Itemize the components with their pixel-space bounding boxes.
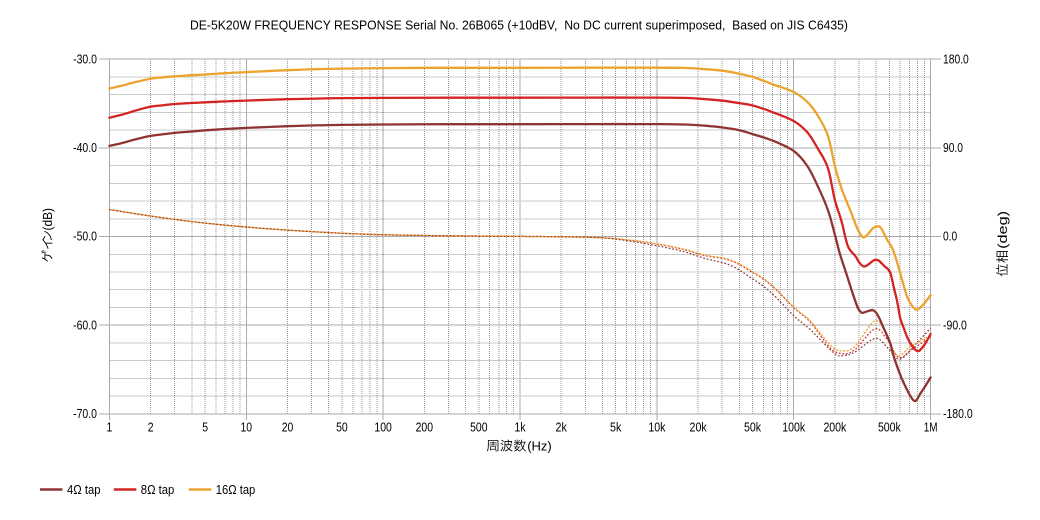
svg-text:50k: 50k xyxy=(744,419,762,434)
svg-text:90.0: 90.0 xyxy=(943,140,963,155)
svg-text:2k: 2k xyxy=(556,419,568,434)
svg-text:1: 1 xyxy=(107,419,113,434)
svg-text:20: 20 xyxy=(282,419,294,434)
svg-text:-180.0: -180.0 xyxy=(943,406,973,421)
svg-text:20k: 20k xyxy=(690,419,708,434)
svg-text:16Ω tap: 16Ω tap xyxy=(216,482,256,497)
svg-text:50: 50 xyxy=(336,419,348,434)
svg-text:4Ω tap: 4Ω tap xyxy=(67,482,101,497)
svg-text:(deg): (deg) xyxy=(995,211,1010,249)
svg-text:-70.0: -70.0 xyxy=(73,406,97,421)
svg-text:-50.0: -50.0 xyxy=(73,229,97,244)
svg-text:5: 5 xyxy=(202,419,208,434)
svg-text:8Ω tap: 8Ω tap xyxy=(141,482,175,497)
svg-text:10k: 10k xyxy=(648,419,666,434)
svg-text:-40.0: -40.0 xyxy=(73,140,97,155)
svg-text:-90.0: -90.0 xyxy=(943,317,967,332)
svg-text:0.0: 0.0 xyxy=(943,229,957,244)
svg-text:100k: 100k xyxy=(782,419,805,434)
svg-text:2: 2 xyxy=(148,419,154,434)
svg-text:(dB): (dB) xyxy=(40,208,55,231)
svg-text:500: 500 xyxy=(470,419,487,434)
svg-text:100: 100 xyxy=(374,419,391,434)
svg-text:500k: 500k xyxy=(878,419,901,434)
svg-text:1k: 1k xyxy=(514,419,526,434)
svg-text:DE-5K20W FREQUENCY RESPONSE Se: DE-5K20W FREQUENCY RESPONSE Serial No. 2… xyxy=(190,18,848,33)
svg-text:1M: 1M xyxy=(924,419,938,434)
svg-text:200k: 200k xyxy=(823,419,846,434)
svg-text:-30.0: -30.0 xyxy=(73,51,97,66)
svg-text:10: 10 xyxy=(241,419,253,434)
svg-text:-60.0: -60.0 xyxy=(73,317,97,332)
svg-text:5k: 5k xyxy=(610,419,622,434)
svg-text:(Hz): (Hz) xyxy=(527,439,552,454)
svg-text:180.0: 180.0 xyxy=(943,51,969,66)
svg-text:200: 200 xyxy=(416,419,433,434)
